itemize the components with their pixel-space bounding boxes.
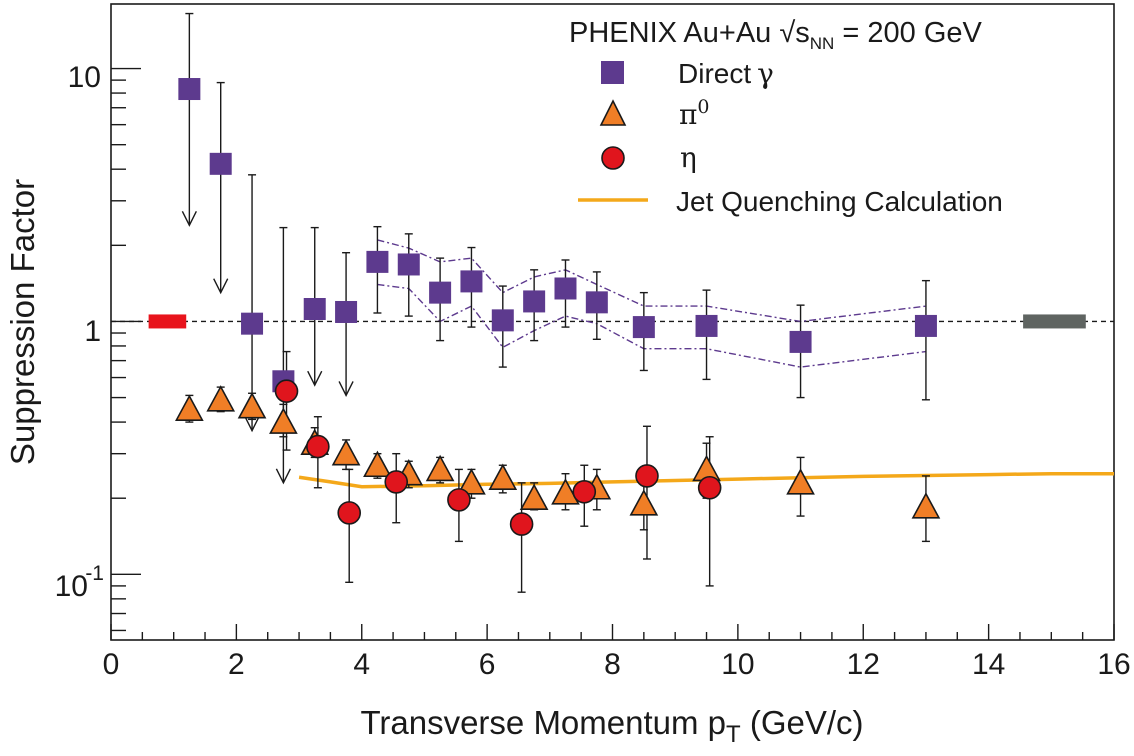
- error-bars: [181, 12, 930, 593]
- pi0-point: [457, 468, 486, 495]
- direct-photon-point: [178, 78, 201, 101]
- direct-photon-point: [335, 300, 358, 323]
- pi0-point: [237, 392, 267, 419]
- eta-point: [697, 475, 722, 500]
- legend-label-jet-quenching: Jet Quenching Calculation: [676, 186, 1003, 217]
- direct-photon-upper-limit-arrow: [338, 381, 354, 397]
- x-tick-label: 0: [103, 648, 120, 681]
- direct-photon-point: [632, 316, 655, 339]
- direct-photon-point: [523, 290, 546, 313]
- x-tick-label: 10: [721, 648, 754, 681]
- eta-point: [572, 480, 597, 504]
- direct-photon-point: [460, 270, 483, 293]
- direct-photon-upper-limit-arrow: [307, 370, 323, 387]
- eta-point: [274, 379, 299, 403]
- chart-title-subscript: NN: [810, 34, 835, 53]
- pi0-point: [551, 478, 580, 505]
- direct-photon-point: [554, 277, 577, 300]
- pi0-point: [363, 450, 392, 478]
- eta-point: [384, 470, 409, 494]
- direct-photon-point: [491, 309, 514, 332]
- legend-label-direct-photon: Direct γ: [678, 57, 774, 90]
- eta-point: [635, 464, 659, 488]
- y-tick-label-tenth-exponent: -1: [85, 562, 104, 585]
- direct-photon-systematic-band: [377, 239, 927, 368]
- legend-marker-direct-photon: [601, 61, 624, 84]
- x-tick-label: 6: [479, 648, 496, 681]
- pi0-point: [425, 454, 455, 482]
- legend-label-direct-photon-symbol: γ: [757, 57, 774, 90]
- legend: Direct γ π0 η Jet Quenching Calculation: [578, 57, 1003, 217]
- eta-point: [306, 434, 330, 459]
- x-axis-ticks: [110, 624, 1115, 640]
- x-tick-label: 16: [1097, 648, 1130, 681]
- direct-photon-point: [303, 298, 326, 321]
- x-tick-label: 2: [228, 648, 245, 681]
- direct-photon-point: [397, 253, 420, 276]
- pi0-point: [175, 394, 204, 421]
- eta-point: [337, 501, 362, 525]
- normalization-box-right: [1023, 314, 1086, 329]
- legend-marker-pi0: [599, 99, 627, 126]
- direct-photon-point: [241, 312, 264, 335]
- x-tick-label: 14: [972, 648, 1005, 681]
- pi0-point: [911, 492, 941, 519]
- band-lower-line: [377, 283, 927, 368]
- x-tick-label: 8: [604, 648, 621, 681]
- direct-photon-upper-limit-arrow: [213, 278, 229, 295]
- normalization-boxes: [148, 314, 1086, 329]
- eta-point: [447, 488, 471, 512]
- x-axis-title: Transverse Momentum pT (GeV/c): [360, 704, 863, 748]
- legend-label-pi0-superscript: 0: [697, 96, 709, 118]
- band-upper-line: [377, 239, 927, 323]
- y-tick-label-ten: 10: [68, 61, 101, 94]
- legend-label-eta: η: [680, 141, 697, 174]
- x-axis-title-suffix: (GeV/c): [741, 704, 864, 741]
- legend-label-pi0: π0: [679, 96, 710, 131]
- direct-photon-upper-limit-arrow: [181, 210, 197, 227]
- direct-photon-upper-limit-arrow: [244, 416, 260, 433]
- legend-marker-eta: [601, 146, 625, 170]
- y-axis-title: Suppression Factor: [4, 179, 41, 465]
- pi0-point: [519, 483, 549, 511]
- pi0-point: [786, 468, 815, 495]
- direct-photon-point: [695, 314, 718, 337]
- direct-photon-point: [789, 330, 812, 353]
- legend-label-direct-photon-text: Direct: [678, 58, 751, 89]
- direct-photon-upper-limit-arrow: [275, 468, 292, 485]
- y-tick-label-one: 1: [84, 315, 101, 348]
- pi0-point: [488, 463, 518, 490]
- x-tick-label: 12: [847, 648, 880, 681]
- x-axis-title-subscript: T: [726, 721, 741, 748]
- chart-title-suffix: = 200 GeV: [834, 17, 982, 49]
- direct-photon-point: [429, 281, 452, 304]
- pi0-point: [206, 385, 236, 412]
- x-axis-title-main: Transverse Momentum p: [360, 704, 726, 741]
- normalization-box-left: [148, 314, 187, 329]
- x-tick-label: 4: [353, 648, 370, 681]
- direct-photon-point: [585, 291, 608, 314]
- pi0-point: [331, 439, 361, 466]
- data-markers: [175, 78, 941, 536]
- y-tick-label-tenth: 10: [55, 570, 88, 603]
- chart-title-main: PHENIX Au+Au √s: [569, 17, 810, 49]
- pi0-point: [629, 489, 659, 516]
- jet-quenching-line: [298, 471, 1114, 489]
- x-axis-tick-labels: 0 2 4 6 8 10 12 14 16: [103, 648, 1131, 681]
- y-axis-ticks: [111, 67, 141, 632]
- chart-title: PHENIX Au+Au √sNN = 200 GeV: [569, 17, 983, 53]
- legend-label-pi0-text: π: [679, 98, 697, 131]
- eta-point: [509, 512, 534, 536]
- jet-quenching-curve: [298, 471, 1114, 489]
- direct-photon-point: [209, 152, 232, 175]
- direct-photon-point: [366, 250, 389, 273]
- pi0-point: [269, 407, 298, 434]
- direct-photon-point: [914, 314, 937, 337]
